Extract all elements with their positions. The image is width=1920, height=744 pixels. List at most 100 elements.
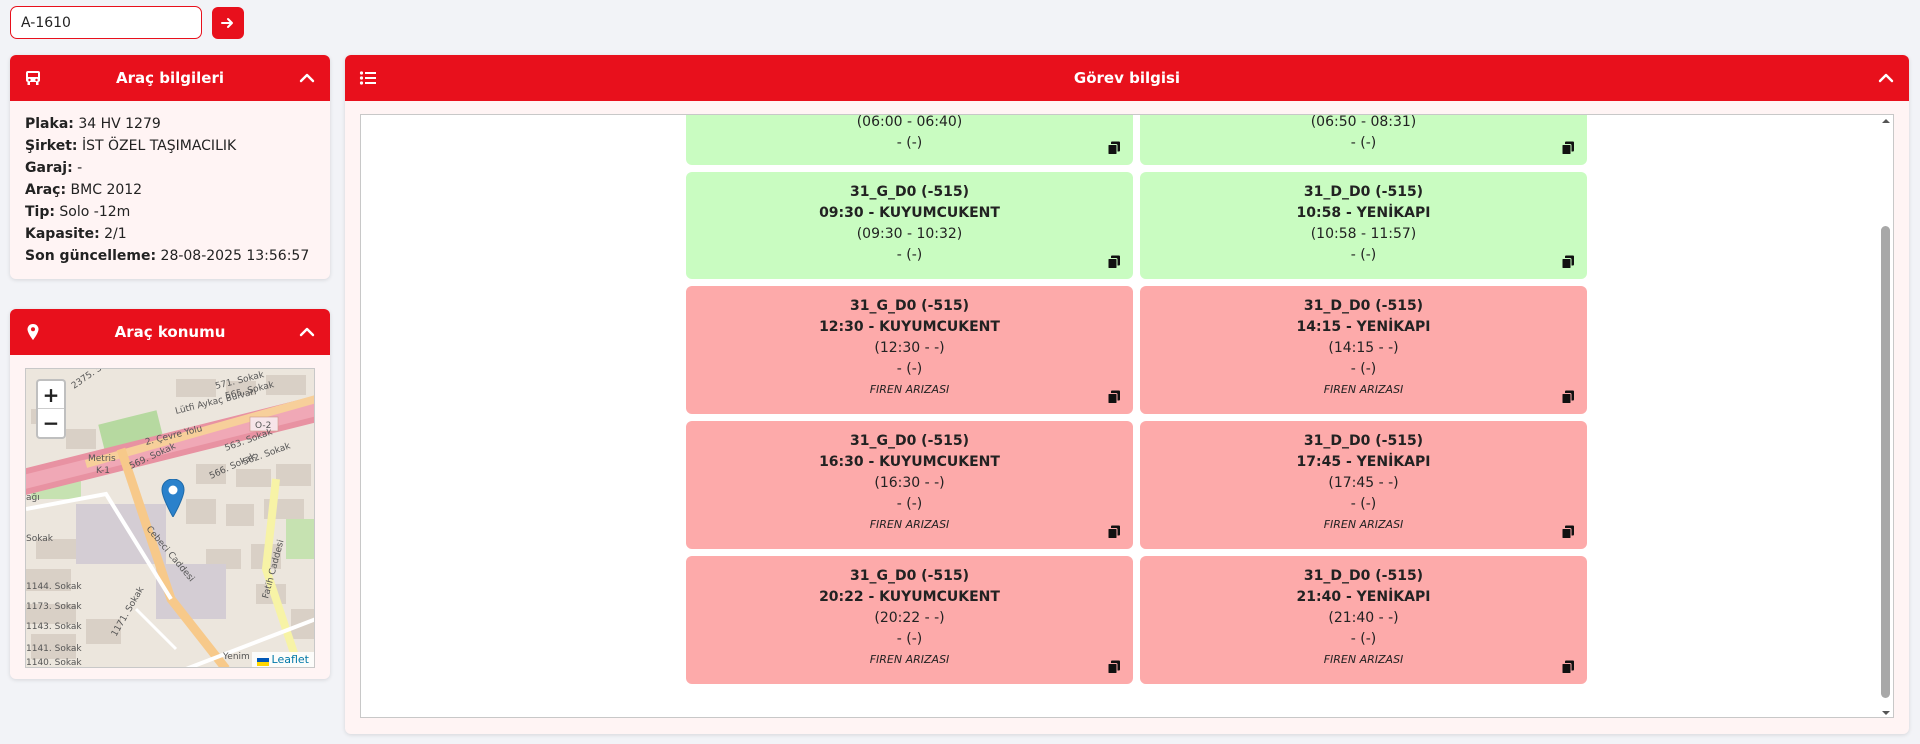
- vehicle-marker-icon[interactable]: [161, 479, 185, 517]
- task-code: 31_G_D0 (-515): [849, 298, 970, 314]
- info-value: Solo -12m: [59, 204, 131, 220]
- task-info-header[interactable]: Görev bilgisi: [345, 55, 1909, 101]
- task-code: 31_D_D0 (-515): [1303, 568, 1424, 584]
- info-label: Şirket:: [25, 138, 78, 154]
- vehicle-location-header[interactable]: Araç konumu: [10, 309, 330, 355]
- scrollbar-thumb[interactable]: [1881, 226, 1890, 698]
- info-value: İST ÖZEL TAŞIMACILIK: [81, 138, 237, 154]
- task-time-range: (17:45 - -): [1328, 475, 1399, 491]
- vehicle-info-header[interactable]: Araç bilgileri: [10, 55, 330, 101]
- map-label: 1144. Sokak: [26, 582, 82, 592]
- task-failure-reason: FIREN ARIZASI: [1323, 518, 1404, 531]
- map-label: 1141. Sokak: [26, 644, 82, 654]
- copy-icon[interactable]: [1107, 390, 1121, 404]
- arrow-right-icon: [221, 18, 233, 28]
- task-item[interactable]: 31_G_D0 (-515) 09:30 - KUYUMCUKENT (09:3…: [686, 172, 1133, 279]
- vehicle-location-card: Araç konumu: [10, 309, 330, 679]
- zoom-in-button[interactable]: +: [38, 381, 64, 409]
- vehicle-location-title: Araç konumu: [114, 323, 226, 341]
- task-code: 31_D_D0 (-515): [1303, 298, 1424, 314]
- copy-icon[interactable]: [1561, 255, 1575, 269]
- task-extra: - (-): [896, 631, 923, 647]
- task-failure-reason: FIREN ARIZASI: [869, 653, 950, 666]
- task-item[interactable]: 31_G_D0 (-515) 16:30 - KUYUMCUKENT (16:3…: [686, 421, 1133, 549]
- task-extra: - (-): [1350, 361, 1377, 377]
- copy-icon[interactable]: [1561, 525, 1575, 539]
- info-label: Tip:: [25, 204, 55, 220]
- task-item[interactable]: 31_G_D0 (-515) 12:30 - KUYUMCUKENT (12:3…: [686, 286, 1133, 414]
- copy-icon[interactable]: [1561, 660, 1575, 674]
- info-label: Son güncelleme:: [25, 248, 157, 264]
- task-info-card: Görev bilgisi (06:00 - 06:40) - (-) (06:…: [345, 55, 1909, 734]
- map-attribution[interactable]: Leaflet: [251, 652, 314, 667]
- task-time-range: (12:30 - -): [874, 340, 945, 356]
- info-value: 28-08-2025 13:56:57: [160, 248, 310, 264]
- copy-icon[interactable]: [1107, 660, 1121, 674]
- task-extra: - (-): [1350, 135, 1377, 151]
- task-item[interactable]: 31_D_D0 (-515) 10:58 - YENİKAPI (10:58 -…: [1140, 172, 1587, 279]
- map-marker-icon: [27, 324, 39, 340]
- copy-icon[interactable]: [1107, 255, 1121, 269]
- task-item[interactable]: 31_D_D0 (-515) 21:40 - YENİKAPI (21:40 -…: [1140, 556, 1587, 684]
- task-info-title: Görev bilgisi: [1073, 69, 1181, 87]
- search-input[interactable]: [10, 6, 202, 39]
- task-item[interactable]: (06:00 - 06:40) - (-): [686, 114, 1133, 165]
- copy-icon[interactable]: [1107, 141, 1121, 155]
- task-time-range: (06:00 - 06:40): [856, 114, 963, 130]
- task-time-range: (14:15 - -): [1328, 340, 1399, 356]
- task-extra: - (-): [1350, 496, 1377, 512]
- copy-icon[interactable]: [1107, 525, 1121, 539]
- info-row-type: Tip: Solo -12m: [25, 201, 315, 223]
- map-label: 1173. Sokak: [26, 602, 82, 612]
- info-value: -: [77, 160, 83, 176]
- task-time-range: (06:50 - 08:31): [1310, 114, 1417, 130]
- chevron-up-icon[interactable]: [298, 69, 316, 87]
- zoom-out-button[interactable]: −: [42, 411, 60, 435]
- task-departure: 09:30 - KUYUMCUKENT: [819, 205, 1000, 221]
- scroll-up-arrow-icon[interactable]: [1882, 117, 1890, 125]
- task-item[interactable]: 31_G_D0 (-515) 20:22 - KUYUMCUKENT (20:2…: [686, 556, 1133, 684]
- ukraine-flag-icon: [256, 656, 269, 666]
- map-tiles: Lütfi Aykaç Bulvarı 2. Çevre Yolu O-2 Me…: [26, 369, 314, 668]
- task-item[interactable]: 31_D_D0 (-515) 17:45 - YENİKAPI (17:45 -…: [1140, 421, 1587, 549]
- vehicle-info-title: Araç bilgileri: [116, 69, 224, 87]
- copy-icon[interactable]: [1561, 390, 1575, 404]
- chevron-up-icon[interactable]: [298, 323, 316, 341]
- task-item[interactable]: 31_D_D0 (-515) 14:15 - YENİKAPI (14:15 -…: [1140, 286, 1587, 414]
- task-departure: 20:22 - KUYUMCUKENT: [819, 589, 1000, 605]
- zoom-control: + −: [36, 379, 66, 439]
- attribution-link[interactable]: Leaflet: [271, 653, 309, 666]
- task-code: 31_G_D0 (-515): [849, 433, 970, 449]
- search-button[interactable]: [212, 7, 244, 39]
- map-label: K-1: [96, 466, 110, 476]
- info-value: BMC 2012: [70, 182, 143, 198]
- chevron-up-icon[interactable]: [1877, 69, 1895, 87]
- task-code: 31_D_D0 (-515): [1303, 433, 1424, 449]
- vehicle-info-list: Plaka: 34 HV 1279 Şirket: İST ÖZEL TAŞIM…: [10, 101, 330, 267]
- task-extra: - (-): [1350, 631, 1377, 647]
- info-row-last-update: Son güncelleme: 28-08-2025 13:56:57: [25, 245, 315, 267]
- task-code: 31_G_D0 (-515): [849, 184, 970, 200]
- info-label: Kapasite:: [25, 226, 100, 242]
- task-departure: 14:15 - YENİKAPI: [1296, 319, 1431, 335]
- info-row-capacity: Kapasite: 2/1: [25, 223, 315, 245]
- list-icon: [359, 71, 376, 85]
- task-failure-reason: FIREN ARIZASI: [869, 518, 950, 531]
- map-label: 1140. Sokak: [26, 658, 82, 668]
- task-time-range: (10:58 - 11:57): [1310, 226, 1417, 242]
- copy-icon[interactable]: [1561, 141, 1575, 155]
- task-departure: 16:30 - KUYUMCUKENT: [819, 454, 1000, 470]
- scroll-down-arrow-icon[interactable]: [1882, 709, 1890, 717]
- map[interactable]: Lütfi Aykaç Bulvarı 2. Çevre Yolu O-2 Me…: [25, 368, 315, 668]
- task-list-scroll-area[interactable]: (06:00 - 06:40) - (-) (06:50 - 08:31) - …: [360, 114, 1894, 718]
- info-row-plate: Plaka: 34 HV 1279: [25, 113, 315, 135]
- map-label: Metris: [88, 454, 116, 464]
- task-time-range: (16:30 - -): [874, 475, 945, 491]
- task-extra: - (-): [896, 135, 923, 151]
- task-time-range: (21:40 - -): [1328, 610, 1399, 626]
- vertical-scrollbar[interactable]: [1879, 115, 1893, 717]
- task-failure-reason: FIREN ARIZASI: [869, 383, 950, 396]
- task-item[interactable]: (06:50 - 08:31) - (-): [1140, 114, 1587, 165]
- task-failure-reason: FIREN ARIZASI: [1323, 653, 1404, 666]
- info-label: Araç:: [25, 182, 67, 198]
